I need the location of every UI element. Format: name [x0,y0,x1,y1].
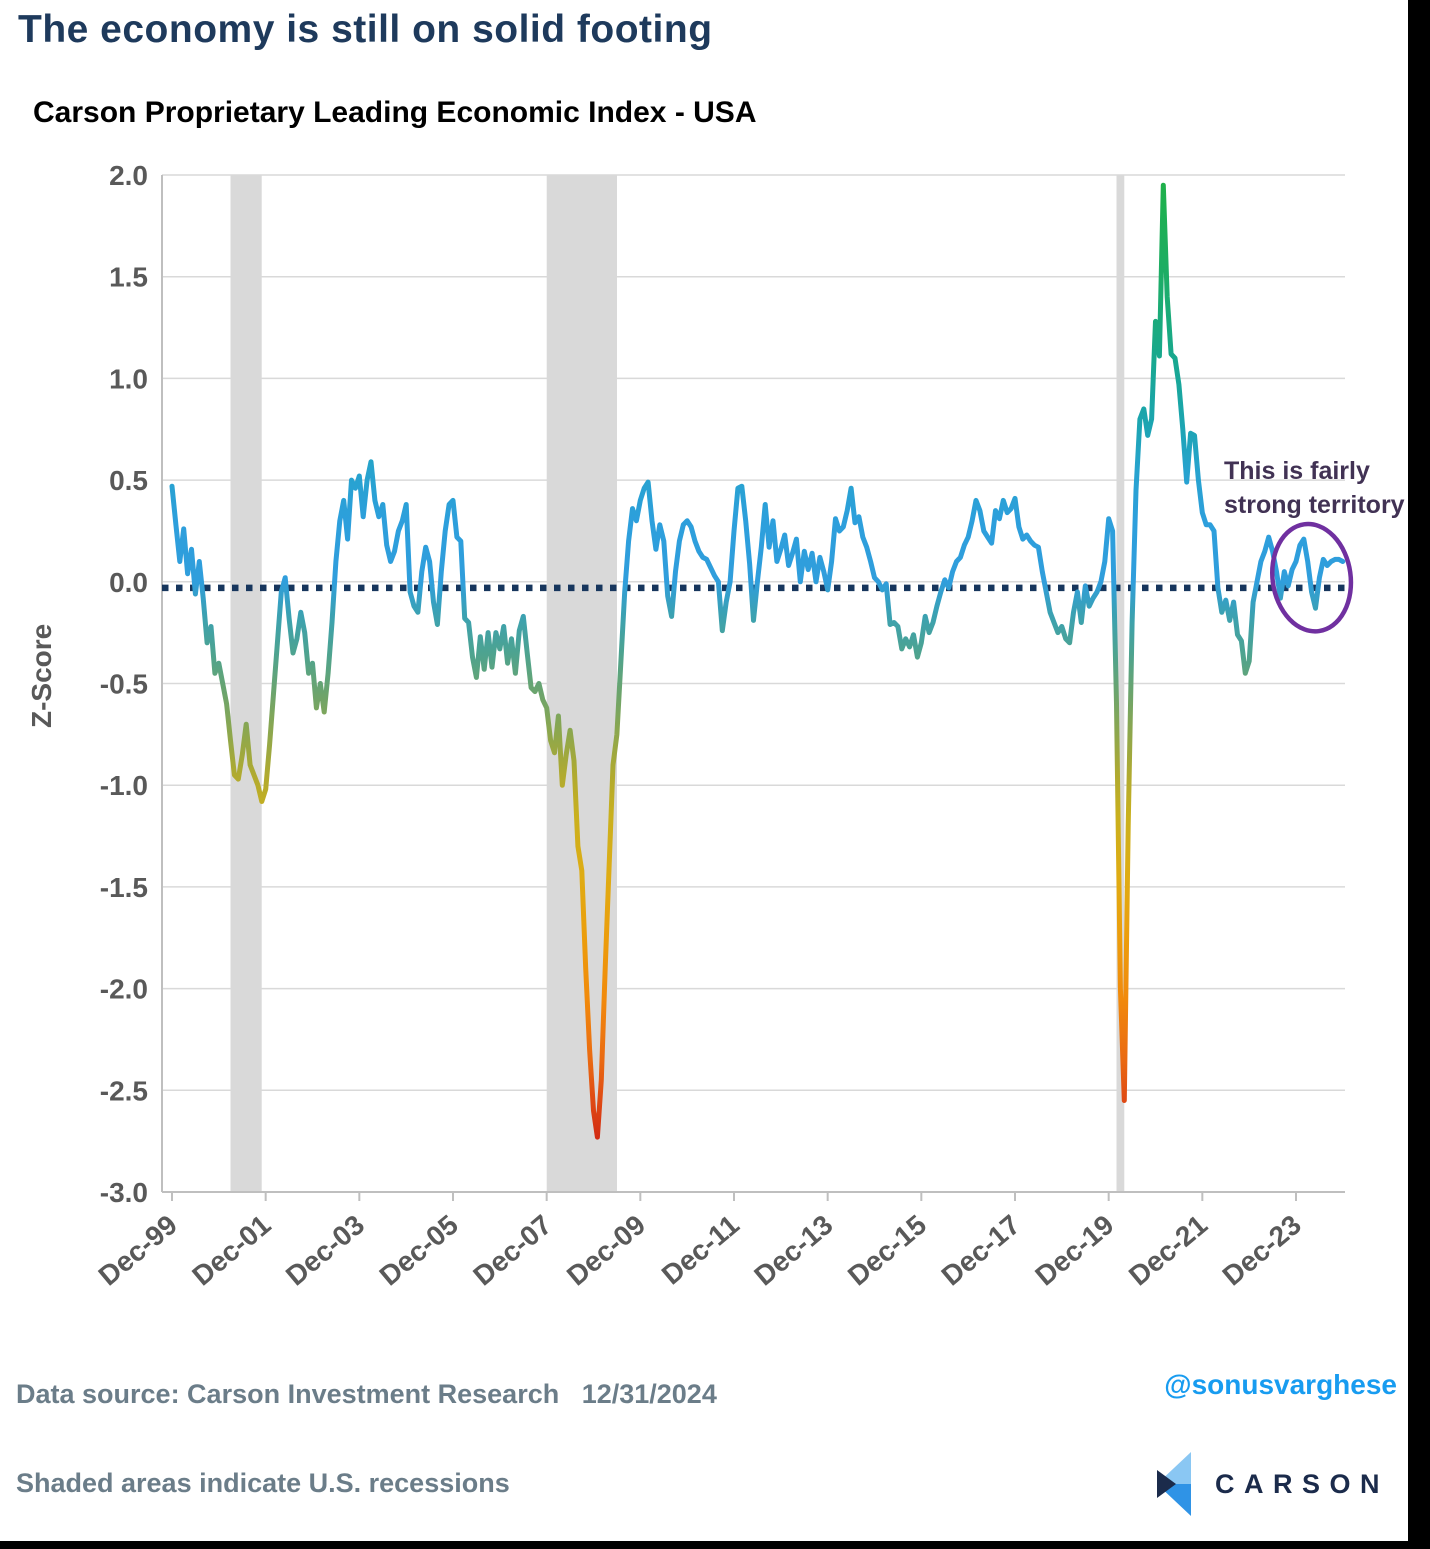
y-tick-label: -2.5 [100,1075,148,1106]
carson-logo-icon [1157,1452,1191,1516]
y-tick-label: -0.5 [100,669,148,700]
screen-edge-right [1408,0,1430,1549]
x-tick-label: Dec-21 [1123,1209,1213,1292]
x-tick-label: Dec-09 [561,1209,651,1292]
x-tick-label: Dec-13 [748,1209,838,1292]
lei-series-line [169,182,1346,1140]
y-tick-label: -3.0 [100,1177,148,1208]
y-axis-label: Z-Score [26,623,57,728]
annotation-text: This is fairly strong territory [1224,454,1405,522]
x-tick-label: Dec-05 [374,1209,464,1292]
annotation-line-1: This is fairly [1224,457,1370,485]
data-source-note: Data source: Carson Investment Research … [16,1379,717,1409]
y-tick-label: 0.5 [109,465,148,496]
chart-subtitle: Carson Proprietary Leading Economic Inde… [33,96,757,129]
recession-note: Shaded areas indicate U.S. recessions [16,1468,510,1498]
twitter-handle: @sonusvarghese [1164,1369,1397,1400]
y-tick-label: -2.0 [100,974,148,1005]
y-tick-label: 1.5 [109,262,148,293]
carson-logo: CARSON [1157,1452,1389,1516]
x-tick-label: Dec-17 [936,1209,1026,1292]
carson-logo-text: CARSON [1215,1468,1390,1499]
logo-triangle-bottom [1157,1484,1191,1516]
page-title: The economy is still on solid footing [18,8,713,51]
x-tick-label: Dec-11 [656,1209,745,1291]
screen-edge-bottom [0,1541,1430,1549]
x-tick-label: Dec-07 [467,1209,557,1292]
y-tick-label: 0.0 [109,567,148,598]
y-tick-label: -1.0 [100,770,148,801]
x-tick-label: Dec-15 [842,1209,932,1292]
x-tick-label: Dec-01 [186,1209,276,1292]
logo-triangle-top [1157,1452,1191,1484]
x-tick-label: Dec-23 [1217,1209,1307,1292]
y-tick-label: 1.0 [109,363,148,394]
logo-triangle-arrow [1157,1470,1176,1498]
annotation-line-2: strong territory [1224,491,1405,519]
y-tick-label: -1.5 [100,872,148,903]
highlight-ellipse [1270,521,1354,634]
x-tick-label: Dec-19 [1029,1209,1119,1292]
x-tick-label: Dec-99 [93,1209,183,1292]
y-tick-label: 2.0 [109,160,148,191]
x-tick-label: Dec-03 [280,1209,370,1292]
